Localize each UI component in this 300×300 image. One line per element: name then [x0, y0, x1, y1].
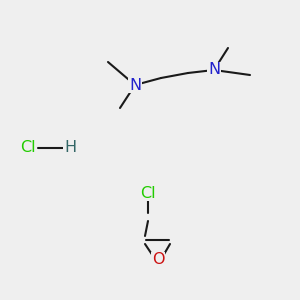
- Text: O: O: [152, 253, 164, 268]
- Text: Cl: Cl: [20, 140, 36, 155]
- Text: N: N: [208, 62, 220, 77]
- Text: H: H: [64, 140, 76, 155]
- Text: Cl: Cl: [140, 185, 156, 200]
- Text: N: N: [129, 77, 141, 92]
